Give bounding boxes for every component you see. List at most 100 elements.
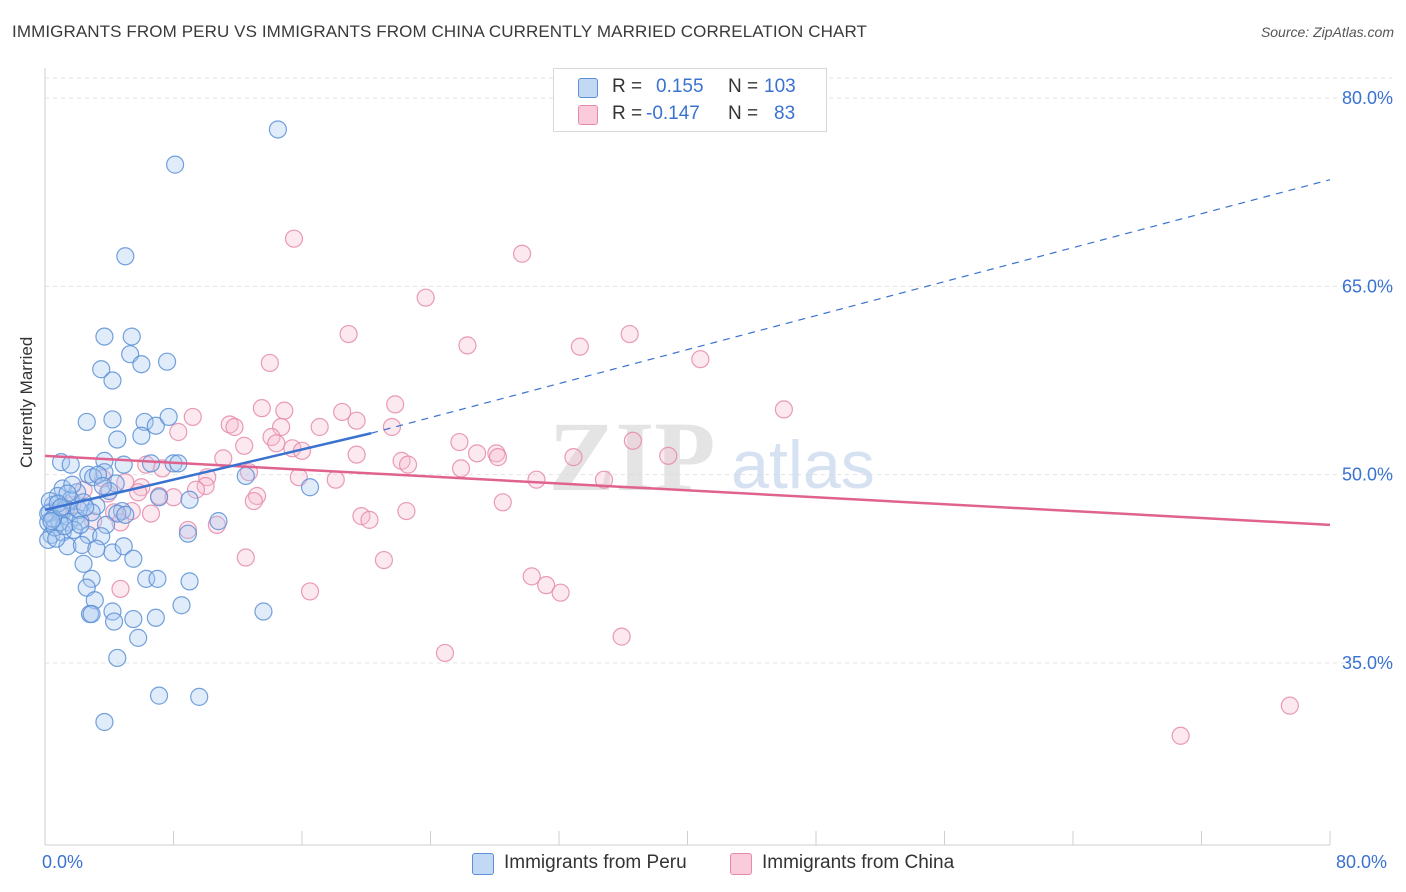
source-label: Source: ZipAtlas.com (1260, 24, 1394, 40)
china-point (247, 486, 267, 506)
watermark-zip: ZIP (549, 401, 716, 512)
china-point (416, 288, 435, 307)
china-point (570, 337, 589, 356)
legend-n-label: N = (728, 76, 759, 97)
china-point (284, 229, 304, 248)
peru-point (108, 648, 127, 668)
peru-point (124, 609, 143, 629)
china-point (235, 436, 254, 455)
china-point (169, 422, 188, 442)
peru-point (116, 247, 135, 266)
china-point (220, 415, 239, 434)
peru-trend-line (44, 432, 372, 512)
china-point (564, 448, 583, 467)
legend-n-value: 103 (764, 76, 796, 97)
peru-point (93, 476, 112, 496)
china-point (267, 434, 286, 453)
china-point (512, 244, 532, 263)
china-point (458, 336, 477, 355)
peru-point (72, 535, 92, 555)
trend-lines (44, 179, 1331, 527)
china-point (398, 455, 418, 474)
peru-point (268, 120, 288, 139)
peru-point (108, 430, 127, 449)
legend-n-label: N = (728, 103, 759, 124)
peru-point (71, 515, 90, 534)
peru-point (180, 572, 199, 591)
china-point (774, 400, 793, 419)
china-point (333, 402, 352, 422)
china-point (386, 395, 405, 414)
legend-n-value: 83 (774, 103, 796, 124)
y-tick-label: 80.0% (1342, 88, 1393, 108)
peru-point (180, 490, 199, 509)
peru-point (74, 554, 93, 573)
china-point (236, 548, 255, 567)
peru-point (92, 360, 111, 379)
legend-r-label: R = (612, 76, 643, 97)
peru-point (124, 549, 143, 568)
china-point (360, 510, 379, 529)
peru-point (104, 612, 124, 631)
china-point (620, 324, 639, 344)
china-point (275, 401, 294, 420)
peru-point (103, 371, 122, 390)
peru-point (190, 687, 209, 706)
china-point (467, 444, 487, 463)
peru-point (96, 515, 116, 534)
peru-point (77, 412, 96, 432)
y-tick-label: 65.0% (1342, 276, 1393, 296)
x-tick-label-max: 80.0% (1336, 852, 1388, 872)
y-tick-labels: 35.0% 50.0% 65.0% 80.0% (1342, 88, 1393, 673)
series-swatch-china (730, 853, 752, 875)
china-point (537, 576, 556, 595)
china-point (183, 407, 202, 427)
china-point (1171, 726, 1190, 745)
series-legend-china-label: Immigrants from China (762, 852, 955, 873)
peru-point (172, 596, 191, 615)
peru-point (254, 602, 273, 621)
china-point (310, 417, 329, 437)
china-point (612, 627, 631, 646)
watermark-atlas: atlas (731, 427, 875, 503)
peru-point (159, 407, 178, 427)
peru-point (148, 569, 167, 588)
peru-point (236, 466, 255, 486)
legend-r-value: 0.155 (656, 76, 704, 97)
china-point (450, 432, 469, 452)
china-point (493, 493, 512, 512)
peru-point (166, 155, 185, 174)
stats-legend: R = 0.155 N = 103 R = -0.147 N = 83 (553, 68, 827, 132)
legend-swatch-china (578, 105, 598, 125)
peru-point (114, 537, 133, 556)
china-point (382, 417, 402, 437)
peru-point (129, 628, 148, 647)
watermark: ZIP atlas (549, 401, 875, 512)
peru-point (95, 712, 114, 732)
peru-point (85, 591, 104, 610)
china-point (397, 501, 416, 521)
peru-point (103, 543, 122, 562)
peru-point (63, 475, 82, 494)
china-point (691, 350, 710, 369)
china-point (300, 582, 320, 601)
china-point (141, 504, 161, 523)
china-point (522, 567, 541, 586)
peru-point (87, 539, 106, 558)
china-trend-line (44, 454, 1331, 527)
chart-title: IMMIGRANTS FROM PERU VS IMMIGRANTS FROM … (12, 22, 868, 41)
legend-swatch-peru (578, 78, 598, 98)
peru-point (103, 410, 122, 429)
china-point (551, 583, 570, 602)
grid (45, 77, 1392, 664)
peru-point (116, 505, 135, 524)
peru-point (82, 604, 101, 624)
peru-point (149, 686, 169, 705)
china-point (347, 411, 366, 430)
peru-point (122, 327, 141, 346)
y-tick-label: 35.0% (1342, 653, 1393, 673)
y-tick-label: 50.0% (1342, 465, 1393, 485)
series-legend-peru-label: Immigrants from Peru (504, 852, 687, 873)
china-point (252, 399, 271, 418)
china-point (339, 324, 358, 344)
